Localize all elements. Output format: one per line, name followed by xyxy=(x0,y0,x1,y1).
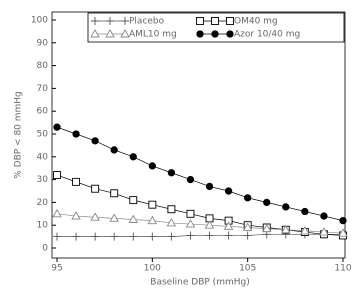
x-tick-label: 105 xyxy=(239,264,256,274)
marker xyxy=(205,182,214,191)
marker xyxy=(244,194,252,202)
legend-marker xyxy=(226,30,234,38)
marker xyxy=(72,177,81,186)
legend-marker xyxy=(226,17,234,25)
legend-marker xyxy=(196,17,204,25)
marker xyxy=(91,184,100,193)
marker xyxy=(129,196,138,205)
y-tick-label: 70 xyxy=(37,84,49,94)
y-tick-label: 90 xyxy=(37,38,49,48)
y-tick-label: 100 xyxy=(31,16,48,26)
marker xyxy=(242,222,253,231)
marker xyxy=(91,232,100,241)
marker xyxy=(186,231,195,240)
marker xyxy=(110,146,118,154)
marker xyxy=(205,231,214,240)
y-tick-label: 80 xyxy=(37,61,49,71)
x-tick-label: 110 xyxy=(334,264,351,274)
marker xyxy=(110,232,119,241)
marker xyxy=(72,232,81,241)
marker xyxy=(167,169,176,177)
marker xyxy=(224,231,233,240)
marker xyxy=(90,212,100,221)
legend-marker xyxy=(196,30,204,38)
marker xyxy=(301,207,309,216)
marker xyxy=(263,198,271,207)
marker xyxy=(110,189,119,198)
legend-marker xyxy=(106,17,114,25)
marker xyxy=(204,220,215,229)
marker xyxy=(91,137,99,145)
marker xyxy=(224,187,233,195)
marker xyxy=(53,123,61,131)
marker xyxy=(72,130,80,138)
y-tick-label: 60 xyxy=(37,107,49,117)
marker xyxy=(129,232,138,241)
marker xyxy=(186,175,195,184)
marker xyxy=(167,205,176,214)
series-line xyxy=(56,174,344,236)
marker xyxy=(148,200,157,209)
series-line xyxy=(57,233,343,237)
marker xyxy=(167,232,176,241)
marker xyxy=(261,223,272,233)
marker xyxy=(320,212,328,220)
legend-marker xyxy=(120,29,130,38)
series-line xyxy=(56,126,344,221)
marker xyxy=(281,224,291,234)
marker xyxy=(148,232,157,241)
marker xyxy=(53,232,61,241)
marker xyxy=(128,214,139,223)
legend-marker xyxy=(91,17,99,25)
y-tick-label: 30 xyxy=(37,175,49,185)
y-tick-label: 50 xyxy=(37,130,49,140)
marker xyxy=(186,209,195,218)
y-tick-label: 20 xyxy=(37,198,49,208)
marker xyxy=(185,219,196,228)
legend-label: Placebo xyxy=(129,17,165,27)
legend-marker xyxy=(211,30,219,38)
legend-label: OM40 mg xyxy=(234,17,278,27)
marker xyxy=(319,227,329,236)
marker xyxy=(166,218,177,227)
legend-marker xyxy=(90,29,100,38)
legend-marker xyxy=(121,17,129,25)
legend-label: AML10 mg xyxy=(129,30,177,40)
marker xyxy=(147,215,158,225)
marker xyxy=(338,228,348,237)
marker xyxy=(109,213,119,222)
y-axis-label: % DBP < 80 mmHg xyxy=(14,91,24,179)
x-tick-label: 95 xyxy=(51,264,62,274)
marker xyxy=(71,211,81,220)
marker xyxy=(148,162,156,170)
y-tick-label: 0 xyxy=(42,244,48,254)
y-tick-label: 10 xyxy=(37,221,49,231)
y-tick-label: 40 xyxy=(37,152,49,162)
plot-frame xyxy=(51,11,346,259)
legend-marker xyxy=(105,29,115,38)
legend-label: Azor 10/40 mg xyxy=(234,30,300,40)
legend-marker xyxy=(211,17,219,25)
marker xyxy=(53,171,61,179)
x-axis-label: Baseline DBP (mmHg) xyxy=(150,278,249,288)
marker xyxy=(52,208,62,218)
marker xyxy=(339,216,347,225)
marker xyxy=(282,203,290,211)
marker xyxy=(223,221,234,230)
marker xyxy=(129,153,137,161)
marker xyxy=(300,225,310,235)
x-tick-label: 100 xyxy=(144,264,161,274)
series-line xyxy=(56,213,344,234)
marker xyxy=(243,231,252,240)
